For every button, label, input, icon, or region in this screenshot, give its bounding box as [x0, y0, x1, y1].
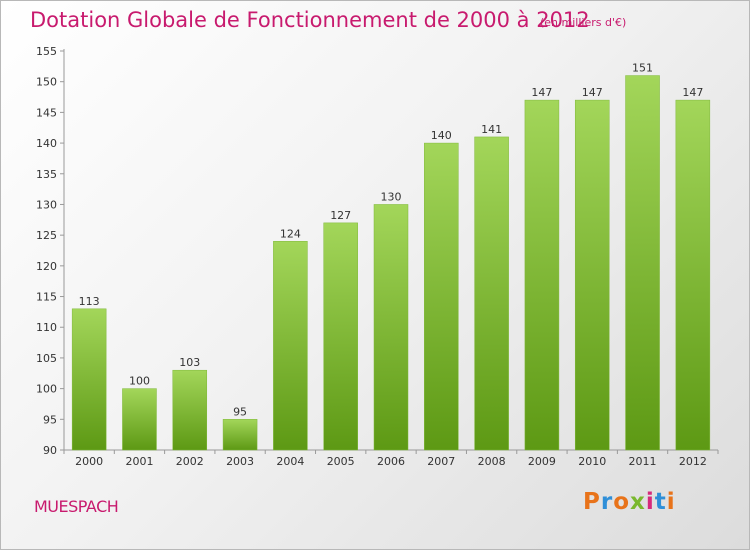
logo-letter: r [600, 489, 614, 515]
bar-2011 [625, 75, 660, 451]
y-tick-label: 135 [36, 168, 57, 181]
y-tick-label: 150 [36, 76, 57, 89]
chart-bars [71, 75, 711, 451]
x-tick-label: 2012 [679, 455, 707, 468]
bar-2004 [273, 241, 308, 451]
bar-value-label: 140 [431, 129, 452, 142]
bar-2012 [675, 99, 711, 451]
y-tick-label: 100 [36, 383, 57, 396]
x-tick-label: 2011 [629, 455, 657, 468]
x-tick-label: 2000 [75, 455, 103, 468]
bar-value-label: 147 [531, 86, 552, 99]
bar-value-label: 141 [481, 123, 502, 136]
bar-2005 [323, 222, 358, 451]
bar-value-label: 100 [129, 375, 150, 388]
bar-2007 [424, 142, 459, 451]
bar-2002 [172, 369, 208, 451]
proxiti-logo: Proxiti [583, 489, 676, 515]
bar-value-label: 130 [381, 190, 402, 203]
x-tick-label: 2004 [276, 455, 304, 468]
place-name: MUESPACH [34, 497, 119, 516]
y-tick-label: 90 [43, 444, 57, 457]
bar-2009 [524, 99, 560, 451]
logo-letter: t [654, 489, 667, 515]
y-tick-label: 145 [36, 106, 57, 119]
bar-2001 [122, 388, 157, 451]
logo-letter: i [666, 489, 676, 515]
x-tick-label: 2003 [226, 455, 254, 468]
bar-value-label: 127 [330, 209, 351, 222]
bar-2006 [373, 204, 409, 451]
y-tick-label: 130 [36, 198, 57, 211]
x-tick-label: 2002 [176, 455, 204, 468]
chart-unit: (en milliers d'€) [540, 16, 627, 29]
y-tick-label: 120 [36, 260, 57, 273]
bar-value-label: 103 [179, 356, 200, 369]
bar-value-label: 95 [233, 405, 247, 418]
logo-letter: o [613, 489, 631, 515]
x-tick-label: 2001 [125, 455, 153, 468]
bar-value-label: 124 [280, 227, 301, 240]
logo-letter: i [645, 489, 655, 515]
y-tick-label: 105 [36, 352, 57, 365]
y-tick-label: 95 [43, 413, 57, 426]
y-tick-label: 155 [36, 45, 57, 58]
x-tick-label: 2005 [327, 455, 355, 468]
x-tick-label: 2009 [528, 455, 556, 468]
bar-value-label: 147 [682, 86, 703, 99]
y-tick-label: 125 [36, 229, 57, 242]
x-tick-label: 2008 [478, 455, 506, 468]
bar-value-label: 147 [582, 86, 603, 99]
chart-title: Dotation Globale de Fonctionnement de 20… [30, 8, 590, 32]
y-tick-label: 140 [36, 137, 57, 150]
x-tick-label: 2010 [578, 455, 606, 468]
bar-2000 [71, 308, 107, 451]
bar-2008 [474, 136, 509, 451]
y-tick-label: 110 [36, 321, 57, 334]
bar-2010 [574, 99, 610, 451]
bar-2003 [222, 419, 258, 451]
y-tick-label: 115 [36, 291, 57, 304]
x-tick-label: 2007 [427, 455, 455, 468]
logo-letter: P [583, 489, 601, 515]
chart-labels: 113 2000 100 2001 103 2002 95 2003 124 2004 127 200… [75, 62, 707, 468]
x-tick-label: 2006 [377, 455, 405, 468]
bar-value-label: 113 [79, 295, 100, 308]
logo-letter: x [630, 489, 646, 515]
bar-value-label: 151 [632, 62, 653, 75]
